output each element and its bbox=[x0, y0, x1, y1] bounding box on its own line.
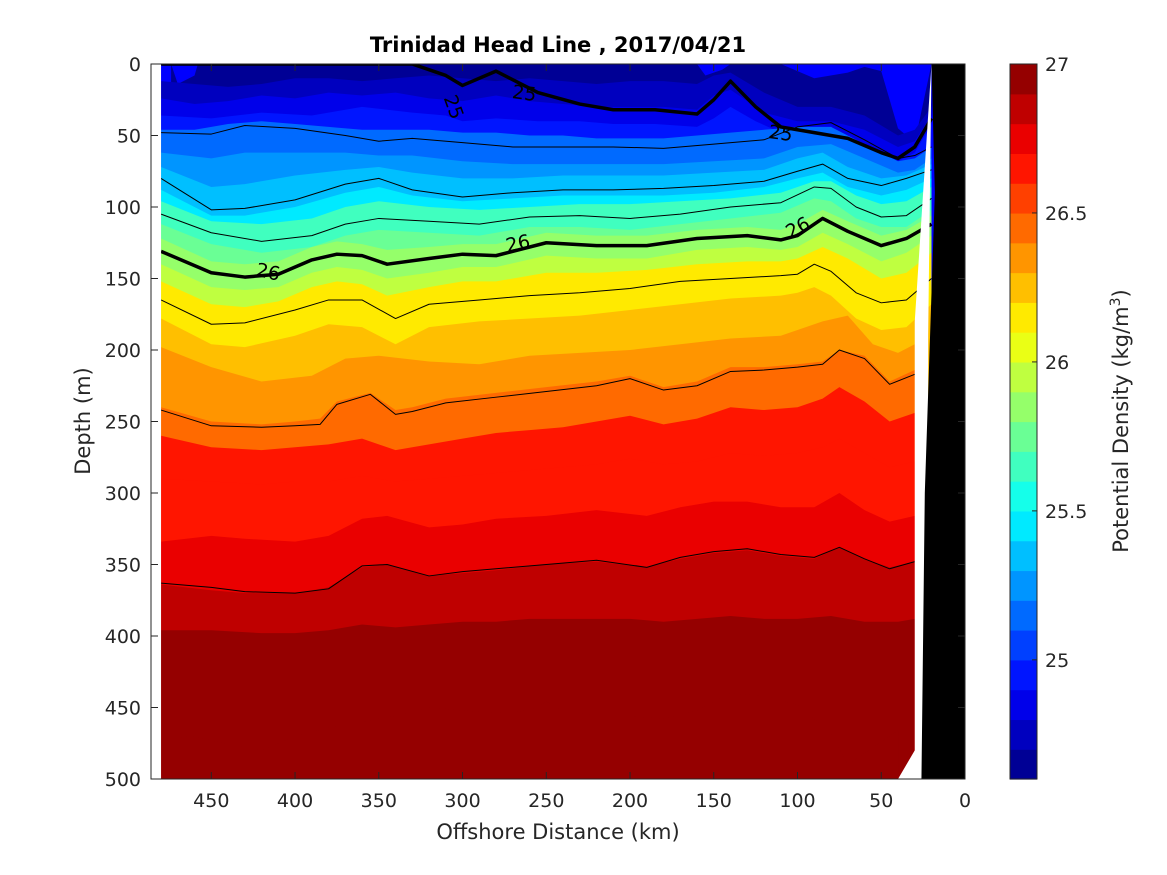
x-tick-label: 400 bbox=[277, 790, 313, 812]
contour-lines bbox=[160, 64, 934, 594]
contour-label-1: 25 bbox=[511, 81, 538, 106]
x-axis: 450 400 350 300 250 200 150 100 50 0 bbox=[193, 64, 971, 812]
y-tick-label: 450 bbox=[105, 698, 141, 720]
density-band-24 bbox=[161, 693, 899, 779]
contour-line-25-3 bbox=[161, 122, 932, 159]
colorbar-segment bbox=[1010, 570, 1037, 601]
chart-title: Trinidad Head Line , 2017/04/21 bbox=[370, 33, 746, 57]
colorbar-segment bbox=[1010, 302, 1037, 333]
colorbar-segment bbox=[1010, 361, 1037, 393]
density-bands bbox=[161, 64, 932, 779]
colorbar-tick-label: 25 bbox=[1045, 650, 1069, 672]
x-tick-label: 250 bbox=[528, 790, 564, 812]
colorbar-segment bbox=[1010, 64, 1037, 95]
colorbar-label-superscript: 3 bbox=[1108, 297, 1124, 306]
colorbar-segment bbox=[1010, 153, 1037, 184]
colorbar-segment bbox=[1010, 272, 1037, 303]
colorbar-segment bbox=[1010, 391, 1037, 423]
colorbar bbox=[1009, 63, 1038, 780]
colorbar-segment bbox=[1010, 123, 1037, 154]
contour-label-4: 26 bbox=[504, 230, 532, 257]
contour-label-2: 25 bbox=[767, 121, 794, 146]
colorbar-tick-label: 26.5 bbox=[1045, 203, 1087, 225]
colorbar-segment bbox=[1010, 510, 1037, 542]
colorbar-segment bbox=[1010, 659, 1037, 691]
x-axis-label: Offshore Distance (km) bbox=[436, 820, 679, 844]
y-axis: 0 50 100 150 200 250 300 350 400 450 500 bbox=[105, 54, 965, 791]
contour-line-25-5 bbox=[160, 163, 932, 211]
land-region bbox=[921, 64, 965, 779]
colorbar-segment bbox=[1010, 719, 1037, 750]
contour-line-25-8 bbox=[160, 186, 932, 242]
colorbar-tick-label: 25.5 bbox=[1045, 501, 1087, 523]
contour-label-3: 26 bbox=[254, 259, 282, 286]
colorbar-label-suffix: ) bbox=[1109, 289, 1133, 297]
y-tick-label: 0 bbox=[129, 54, 141, 76]
y-tick-label: 200 bbox=[105, 340, 141, 362]
colorbar-tick-label: 27 bbox=[1045, 54, 1069, 76]
y-tick-label: 100 bbox=[105, 197, 141, 219]
x-tick-label: 0 bbox=[959, 790, 971, 812]
colorbar-segment bbox=[1010, 93, 1037, 125]
x-tick-label: 350 bbox=[361, 790, 397, 812]
colorbar-segment bbox=[1010, 242, 1037, 274]
y-tick-label: 500 bbox=[105, 769, 141, 791]
no-data-region-1 bbox=[898, 64, 932, 779]
colorbar-segment bbox=[1010, 689, 1037, 721]
x-tick-label: 150 bbox=[696, 790, 732, 812]
colorbar-segment bbox=[1010, 630, 1037, 661]
colorbar-segment bbox=[1010, 332, 1037, 363]
colorbar-segment bbox=[1010, 600, 1037, 631]
x-tick-label: 200 bbox=[612, 790, 648, 812]
x-tick-label: 450 bbox=[193, 790, 229, 812]
colorbar-segment bbox=[1010, 451, 1037, 482]
contour-line-26-3 bbox=[160, 263, 932, 325]
x-tick-label: 50 bbox=[869, 790, 893, 812]
y-tick-label: 50 bbox=[117, 126, 141, 148]
colorbar-segment bbox=[1010, 212, 1037, 244]
y-tick-label: 250 bbox=[105, 412, 141, 434]
colorbar-segment bbox=[1010, 481, 1037, 512]
colorbar-ticks: 25 25.5 26 26.5 27 bbox=[1032, 54, 1087, 672]
y-tick-label: 150 bbox=[105, 269, 141, 291]
contour-line-26-5 bbox=[160, 349, 915, 428]
coastline-region bbox=[921, 64, 965, 779]
y-tick-label: 400 bbox=[105, 626, 141, 648]
colorbar-tick-label: 26 bbox=[1045, 352, 1069, 374]
x-tick-label: 100 bbox=[779, 790, 815, 812]
contour-line-25 bbox=[161, 64, 934, 161]
y-tick-label: 300 bbox=[105, 483, 141, 505]
colorbar-segment bbox=[1010, 183, 1037, 214]
colorbar-label-main: Potential Density (kg/m bbox=[1109, 306, 1133, 552]
contour-line-26-8 bbox=[161, 546, 915, 594]
colorbar-segment bbox=[1010, 749, 1037, 780]
colorbar-label: Potential Density (kg/m3) bbox=[1108, 289, 1133, 553]
y-axis-label: Depth (m) bbox=[71, 367, 95, 474]
x-tick-label: 300 bbox=[444, 790, 480, 812]
y-tick-label: 350 bbox=[105, 555, 141, 577]
colorbar-segment bbox=[1010, 421, 1037, 452]
contour-line-26 bbox=[160, 216, 933, 279]
colorbar-frame bbox=[1009, 63, 1038, 780]
colorbar-segment bbox=[1010, 540, 1037, 572]
